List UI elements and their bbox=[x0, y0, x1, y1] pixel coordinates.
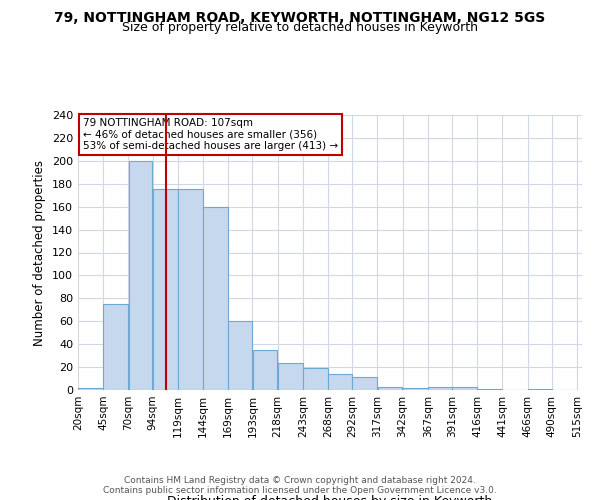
Bar bbox=[428, 386, 452, 390]
Bar bbox=[178, 190, 203, 390]
Bar bbox=[78, 388, 103, 390]
X-axis label: Distribution of detached houses by size in Keyworth: Distribution of detached houses by size … bbox=[167, 496, 493, 500]
Bar bbox=[253, 350, 277, 390]
Bar bbox=[203, 206, 228, 390]
Bar bbox=[403, 388, 428, 390]
Text: Contains HM Land Registry data © Crown copyright and database right 2024.: Contains HM Land Registry data © Crown c… bbox=[124, 476, 476, 485]
Bar bbox=[452, 386, 477, 390]
Bar bbox=[278, 362, 302, 390]
Bar bbox=[352, 378, 377, 390]
Bar bbox=[128, 161, 152, 390]
Text: 79, NOTTINGHAM ROAD, KEYWORTH, NOTTINGHAM, NG12 5GS: 79, NOTTINGHAM ROAD, KEYWORTH, NOTTINGHA… bbox=[55, 11, 545, 25]
Text: 79 NOTTINGHAM ROAD: 107sqm
← 46% of detached houses are smaller (356)
53% of sem: 79 NOTTINGHAM ROAD: 107sqm ← 46% of deta… bbox=[83, 118, 338, 151]
Bar bbox=[153, 190, 178, 390]
Y-axis label: Number of detached properties: Number of detached properties bbox=[34, 160, 46, 346]
Text: Size of property relative to detached houses in Keyworth: Size of property relative to detached ho… bbox=[122, 22, 478, 35]
Bar bbox=[377, 386, 403, 390]
Bar bbox=[103, 304, 128, 390]
Bar bbox=[478, 389, 502, 390]
Text: Contains public sector information licensed under the Open Government Licence v3: Contains public sector information licen… bbox=[103, 486, 497, 495]
Bar bbox=[229, 322, 252, 390]
Bar bbox=[303, 368, 328, 390]
Bar bbox=[328, 374, 352, 390]
Bar bbox=[528, 389, 551, 390]
